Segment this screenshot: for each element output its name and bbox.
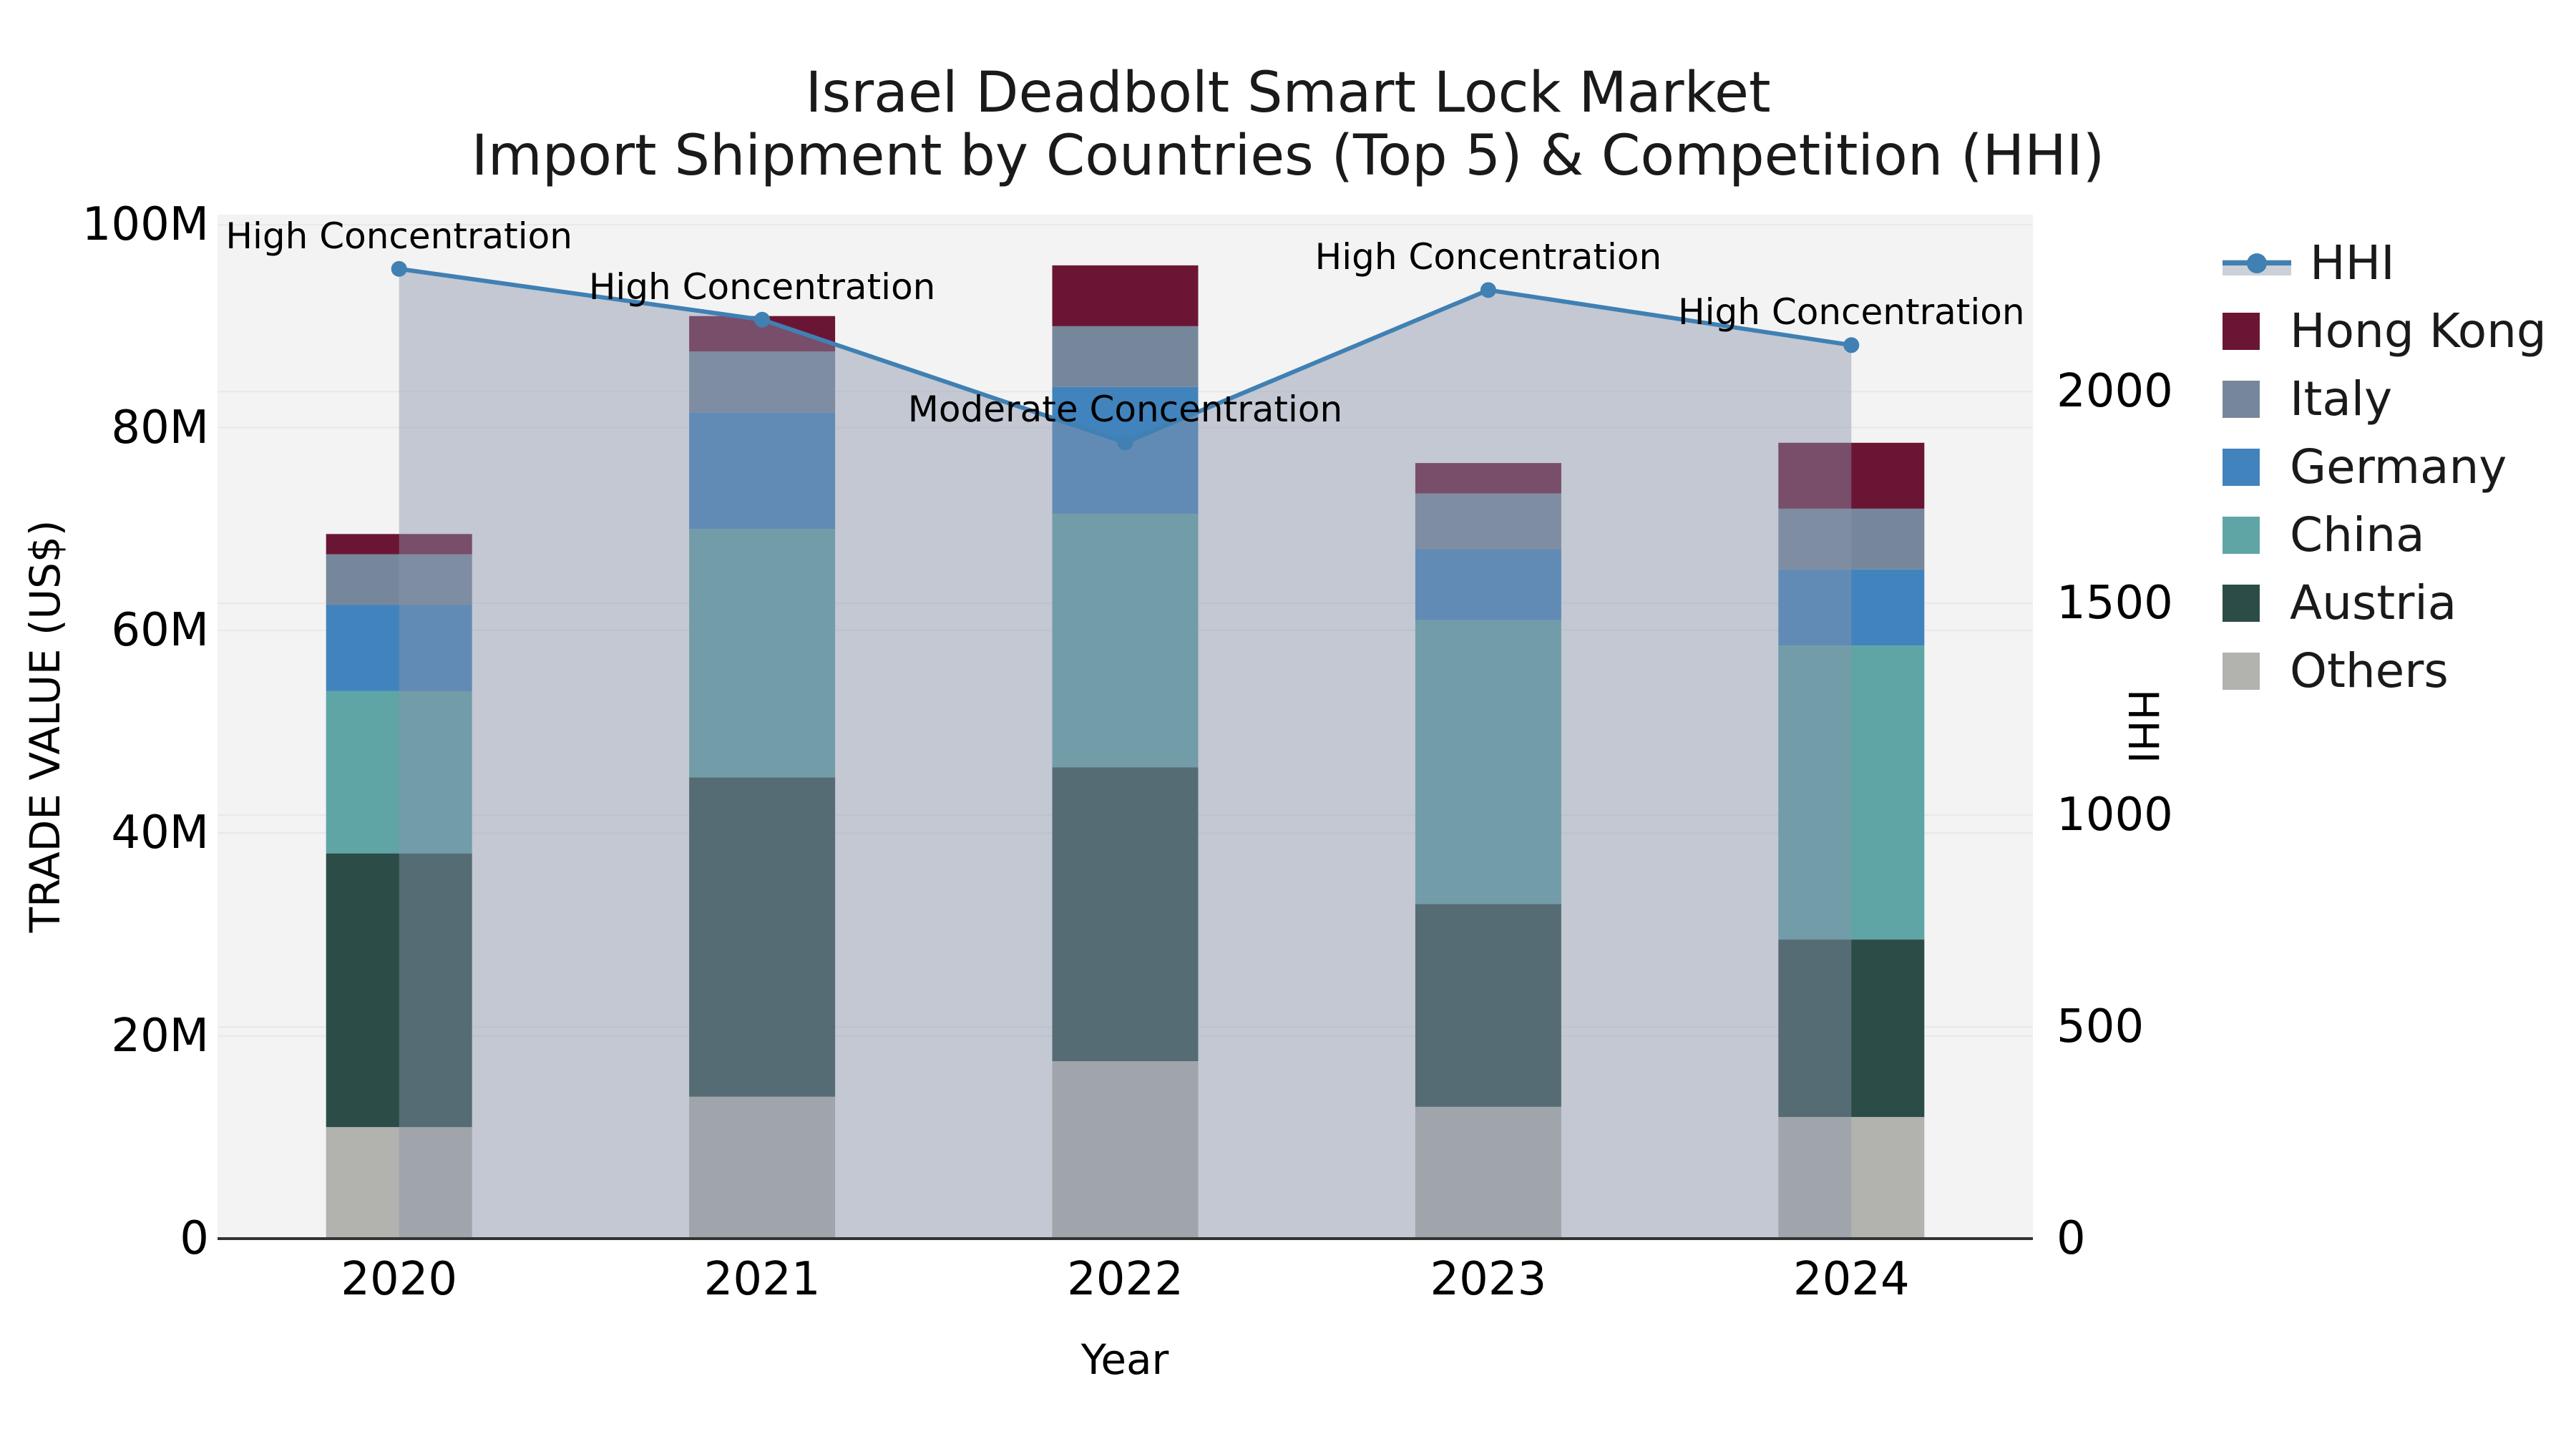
bar-segment-china-2024 — [1778, 645, 1925, 940]
legend-swatch-austria — [2223, 584, 2260, 622]
y-tick-100M: 100M — [82, 198, 209, 252]
bar-segment-china-2023 — [1415, 620, 1561, 904]
bar-segment-italy-2020 — [326, 554, 472, 605]
bar-segment-germany-2024 — [1778, 569, 1925, 646]
x-tick-2021: 2021 — [703, 1253, 821, 1306]
y2-tick-2000: 2000 — [2057, 365, 2173, 419]
legend-swatch-china — [2223, 516, 2260, 554]
bar-segment-italy-2024 — [1778, 508, 1925, 570]
annotation-2024: High Concentration — [1678, 291, 2025, 333]
legend-item-austria[interactable]: Austria — [2223, 569, 2547, 637]
legend-swatch-others — [2223, 652, 2260, 690]
y2-tick-500: 500 — [2057, 1000, 2145, 1054]
legend-item-germany[interactable]: Germany — [2223, 433, 2547, 501]
legend-item-hhi[interactable]: HHI — [2223, 229, 2547, 297]
legend-label: China — [2290, 507, 2425, 562]
bar-segment-austria-2024 — [1778, 940, 1925, 1117]
bar-segment-italy-2023 — [1415, 493, 1561, 550]
legend-label: HHI — [2310, 235, 2395, 291]
hhi-marker-2020 — [391, 260, 407, 277]
bar-segment-others-2021 — [689, 1096, 836, 1239]
bar-segment-hong-kong-2024 — [1778, 442, 1925, 509]
bar-segment-others-2024 — [1778, 1116, 1925, 1239]
annotation-2023: High Concentration — [1314, 236, 1662, 278]
y-axis-title: TRADE VALUE (US$) — [21, 519, 69, 933]
x-tick-2024: 2024 — [1792, 1253, 1910, 1306]
y-tick-40M: 40M — [111, 806, 209, 860]
hhi-marker-swatch — [2247, 253, 2267, 273]
legend-label: Germany — [2290, 439, 2507, 494]
x-axis-title: Year — [1080, 1335, 1169, 1384]
bar-segment-germany-2023 — [1415, 549, 1561, 620]
y2-tick-0: 0 — [2057, 1212, 2086, 1265]
bar-segment-hong-kong-2023 — [1415, 463, 1561, 494]
legend-label: Hong Kong — [2290, 303, 2547, 358]
legend: HHI Hong Kong Italy Germany China Austria Othe… — [2223, 229, 2547, 705]
bar-segment-hong-kong-2022 — [1052, 265, 1199, 326]
legend-swatch-hong-kong — [2223, 312, 2260, 350]
hhi-area — [399, 268, 1852, 1239]
bar-segment-austria-2021 — [689, 777, 836, 1097]
hhi-marker-2023 — [1480, 282, 1496, 298]
hhi-marker-2024 — [1843, 337, 1860, 353]
chart-title-line2: Import Shipment by Countries (Top 5) & C… — [471, 124, 2105, 188]
legend-swatch-italy — [2223, 380, 2260, 418]
legend-label: Italy — [2290, 371, 2393, 426]
y-tick-0: 0 — [180, 1212, 209, 1265]
annotation-2021: High Concentration — [588, 265, 936, 308]
legend-item-italy[interactable]: Italy — [2223, 365, 2547, 433]
bar-segment-austria-2023 — [1415, 904, 1561, 1107]
hhi-legend-glyph — [2223, 245, 2291, 282]
legend-item-others[interactable]: Others — [2223, 637, 2547, 705]
hhi-marker-2022 — [1117, 434, 1133, 451]
legend-item-hong-kong[interactable]: Hong Kong — [2223, 297, 2547, 365]
y-tick-20M: 20M — [111, 1009, 209, 1063]
bar-segment-china-2021 — [689, 529, 836, 778]
bar-segment-italy-2022 — [1052, 326, 1199, 387]
bar-segment-china-2020 — [326, 691, 472, 854]
x-tick-2022: 2022 — [1067, 1253, 1184, 1306]
y2-tick-1000: 1000 — [2057, 789, 2173, 842]
bar-segment-germany-2020 — [326, 605, 472, 691]
legend-label: Others — [2290, 643, 2449, 698]
bar-segment-austria-2022 — [1052, 767, 1199, 1062]
y-tick-80M: 80M — [111, 401, 209, 454]
hhi-marker-2021 — [754, 311, 771, 328]
bar-segment-hong-kong-2020 — [326, 534, 472, 555]
bar-segment-others-2022 — [1052, 1061, 1199, 1239]
legend-label: Austria — [2290, 575, 2457, 630]
bar-segment-others-2023 — [1415, 1106, 1561, 1239]
bar-segment-germany-2022 — [1052, 386, 1199, 514]
bar-segment-germany-2021 — [689, 412, 836, 530]
x-tick-2020: 2020 — [341, 1253, 458, 1306]
annotation-2020: High Concentration — [225, 215, 572, 257]
x-tick-2023: 2023 — [1430, 1253, 1547, 1306]
y-tick-60M: 60M — [111, 603, 209, 657]
bar-segment-italy-2021 — [689, 351, 836, 413]
y2-axis-title: HHI — [2119, 688, 2167, 764]
bar-segment-china-2022 — [1052, 513, 1199, 768]
chart-title-line1: Israel Deadbolt Smart Lock Market — [805, 61, 1771, 125]
bar-segment-austria-2020 — [326, 853, 472, 1128]
annotation-2022: Moderate Concentration — [907, 389, 1343, 431]
bar-segment-others-2020 — [326, 1127, 472, 1239]
y2-tick-1500: 1500 — [2057, 577, 2173, 630]
legend-item-china[interactable]: China — [2223, 501, 2547, 569]
legend-swatch-germany — [2223, 448, 2260, 486]
